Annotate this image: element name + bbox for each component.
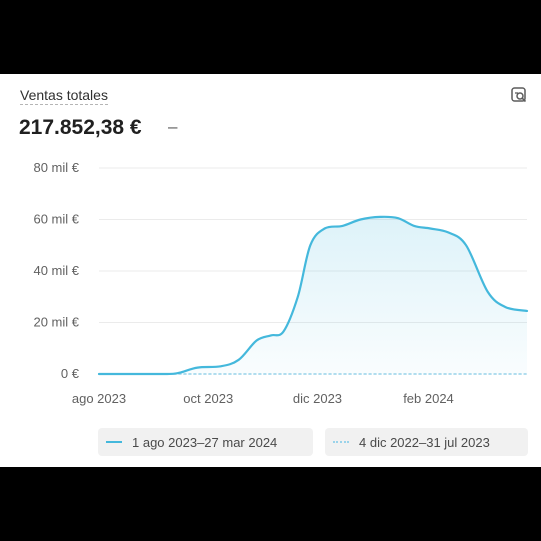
legend-current-label: 1 ago 2023–27 mar 2024 <box>132 434 278 450</box>
y-tick-label: 80 mil € <box>33 160 79 175</box>
sales-chart: 80 mil € 60 mil € 40 mil € 20 mil € 0 € ago … <box>33 160 529 406</box>
x-tick-label: dic 2023 <box>293 391 342 406</box>
y-tick-label: 40 mil € <box>33 263 79 278</box>
card-title[interactable]: Ventas totales <box>20 87 108 105</box>
chart-search-icon[interactable] <box>510 86 528 104</box>
legend-previous-period[interactable]: 4 dic 2022–31 jul 2023 <box>325 428 528 456</box>
x-axis-ticks: ago 2023 oct 2023 dic 2023 feb 2024 <box>72 391 454 406</box>
y-tick-label: 20 mil € <box>33 315 79 330</box>
sales-card: Ventas totales 217.852,38 € – 80 mil € 60… <box>0 74 541 467</box>
solid-line-swatch <box>106 441 122 443</box>
series-area <box>99 216 527 374</box>
series-line-current <box>97 215 529 376</box>
legend-previous-label: 4 dic 2022–31 jul 2023 <box>359 434 490 450</box>
legend-current-period[interactable]: 1 ago 2023–27 mar 2024 <box>98 428 313 456</box>
y-tick-label: 60 mil € <box>33 212 79 227</box>
dotted-line-swatch <box>333 441 349 443</box>
y-tick-label: 0 € <box>61 366 80 381</box>
x-tick-label: oct 2023 <box>183 391 233 406</box>
series-layer <box>97 215 529 376</box>
total-value: 217.852,38 € <box>19 116 142 139</box>
x-tick-label: feb 2024 <box>403 391 454 406</box>
y-axis-ticks: 80 mil € 60 mil € 40 mil € 20 mil € 0 € <box>33 160 79 381</box>
change-indicator: – <box>168 117 178 136</box>
x-tick-label: ago 2023 <box>72 391 126 406</box>
